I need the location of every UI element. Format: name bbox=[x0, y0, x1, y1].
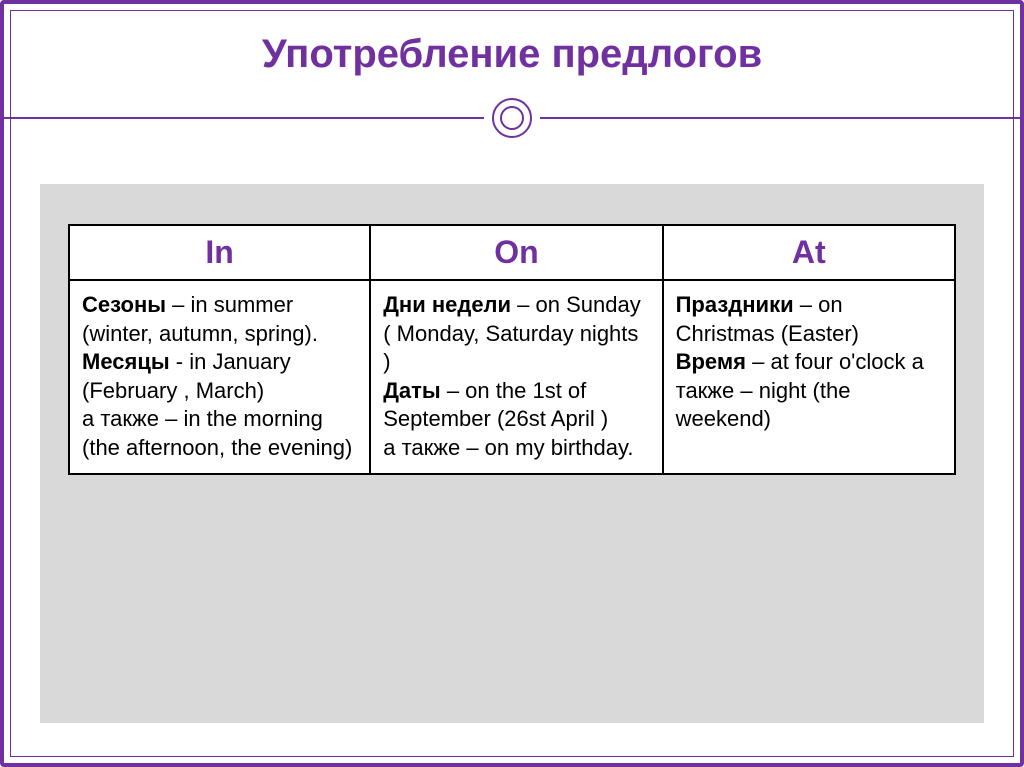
decor-circle-inner bbox=[500, 106, 524, 130]
cell-in: Сезоны – in summer (winter, autumn, spri… bbox=[69, 280, 370, 474]
decor-line-right bbox=[540, 117, 1020, 119]
slide: Употребление предлогов In On At Сез bbox=[0, 0, 1024, 767]
prepositions-table: In On At Сезоны – in summer (winter, aut… bbox=[68, 224, 956, 475]
cell-on: Дни недели – on Sunday ( Monday, Saturda… bbox=[370, 280, 662, 474]
title-decor bbox=[4, 94, 1020, 142]
cell-at: Праздники – on Christmas (Easter)Время –… bbox=[663, 280, 955, 474]
decor-line-left bbox=[4, 117, 484, 119]
table-row: Сезоны – in summer (winter, autumn, spri… bbox=[69, 280, 955, 474]
content-area: In On At Сезоны – in summer (winter, aut… bbox=[40, 184, 984, 723]
table-header-row: In On At bbox=[69, 225, 955, 280]
header-in: In bbox=[69, 225, 370, 280]
header-on: On bbox=[370, 225, 662, 280]
header-at: At bbox=[663, 225, 955, 280]
slide-title: Употребление предлогов bbox=[4, 32, 1020, 77]
